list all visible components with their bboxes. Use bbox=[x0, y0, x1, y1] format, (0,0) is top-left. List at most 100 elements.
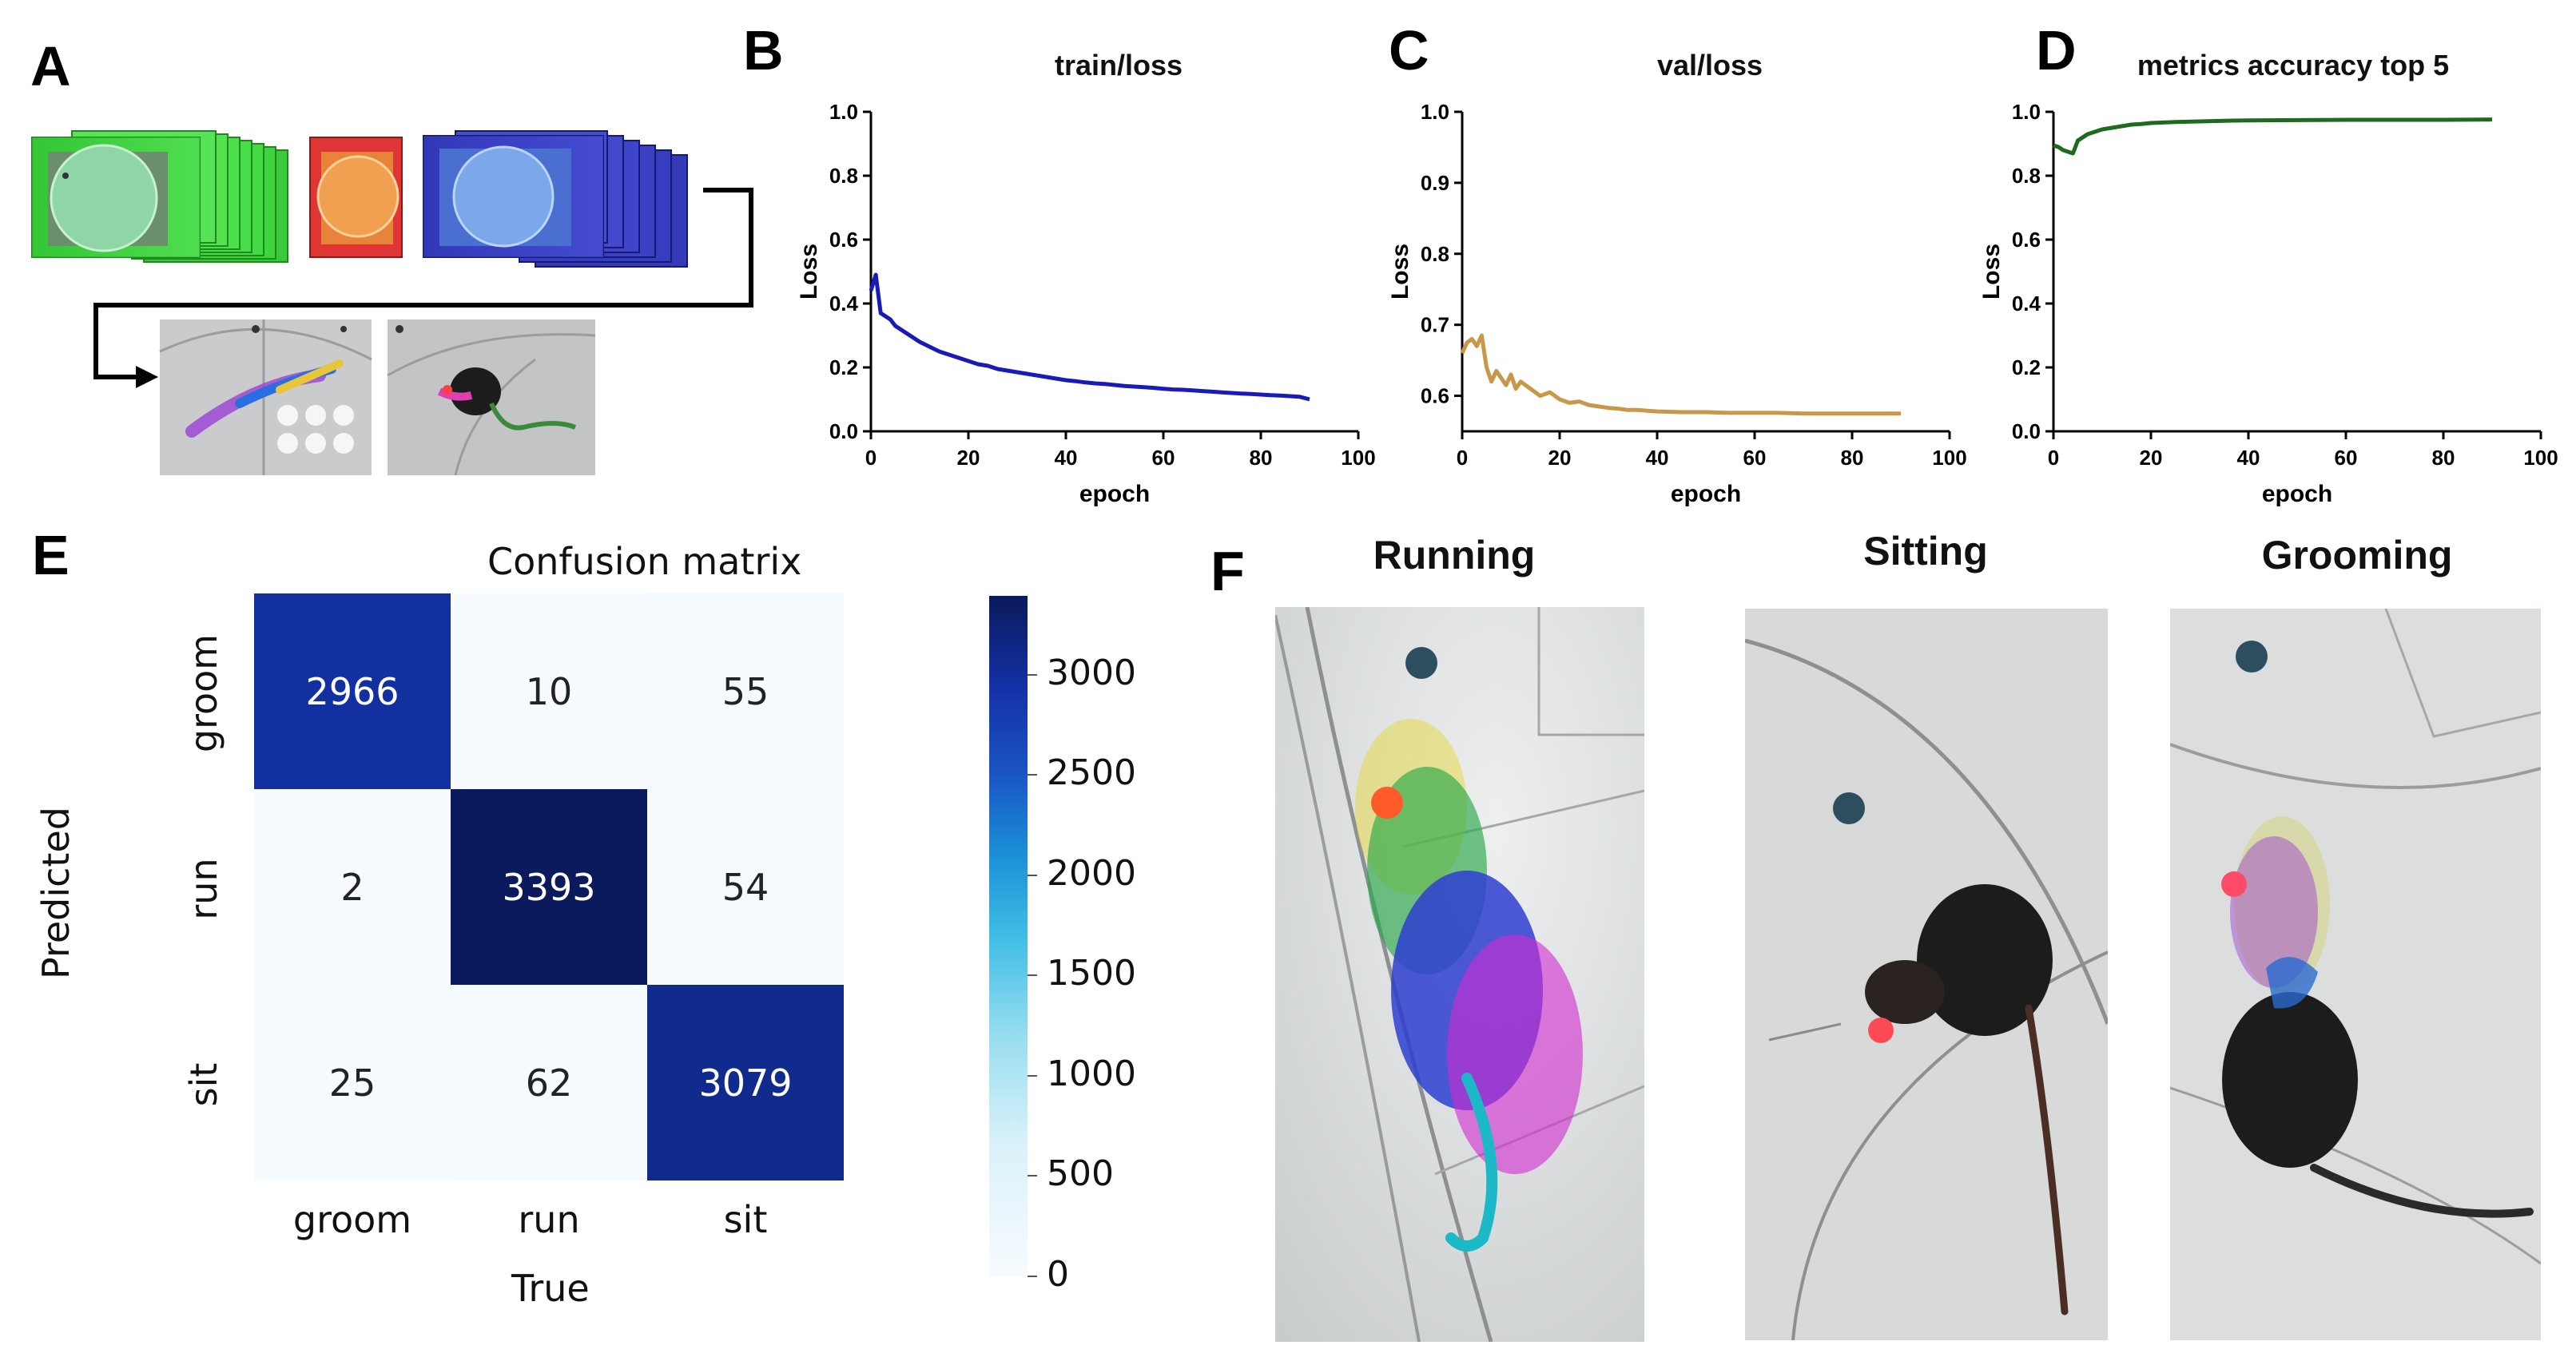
confusion-matrix-cell: 25 bbox=[254, 985, 451, 1181]
chart-c-xtick-label: 60 bbox=[1743, 446, 1767, 470]
chart-d-series-line bbox=[2053, 117, 2493, 156]
chart-b-xtick-label: 0 bbox=[865, 446, 877, 470]
chart-d-title: metrics accuracy top 5 bbox=[2137, 49, 2450, 81]
chart-d-ylabel: Loss bbox=[1978, 244, 2005, 300]
confusion-matrix-yticks: groom run sit bbox=[160, 593, 248, 1181]
chart-d: 0 20 40 60 80 100 0.0 0.2 0.4 0.6 0.8 1.0 epoch Loss bbox=[1978, 100, 2558, 507]
colorbar-ticks: 0 500 1000 1500 2000 2500 3000 bbox=[1028, 596, 1147, 1292]
chart-b-ytick-label: 0.2 bbox=[829, 355, 858, 379]
panel-a-diagram bbox=[31, 130, 753, 476]
chart-d-ytick-label: 0.0 bbox=[2012, 419, 2041, 443]
chart-d-xtick-label: 80 bbox=[2432, 446, 2455, 470]
colorbar-tick-label: 500 bbox=[1047, 1153, 1114, 1195]
confusion-matrix-ytick: groom bbox=[182, 633, 225, 752]
chart-b-series-line bbox=[869, 272, 1310, 402]
colorbar bbox=[989, 596, 1028, 1276]
colorbar-tick-label: 1000 bbox=[1047, 1053, 1136, 1094]
chart-b-ylabel: Loss bbox=[796, 244, 822, 300]
panel-label-a: A bbox=[30, 35, 71, 97]
chart-c-title: val/loss bbox=[1656, 49, 1763, 81]
confusion-matrix-xtick: sit bbox=[723, 1198, 768, 1241]
chart-b-ytick-label: 0.0 bbox=[829, 419, 858, 443]
chart-d-xtick-label: 100 bbox=[2523, 446, 2558, 470]
confusion-matrix-ytick: sit bbox=[182, 1062, 225, 1106]
composite-frame-1 bbox=[159, 319, 372, 475]
confusion-matrix-cell: 3079 bbox=[647, 985, 844, 1181]
confusion-matrix-ytick: run bbox=[182, 857, 225, 920]
confusion-matrix-grid: 2966 10 55 2 3393 54 25 62 3079 bbox=[254, 593, 844, 1181]
chart-c-xtick-label: 80 bbox=[1841, 446, 1864, 470]
behavior-title-running: Running bbox=[1373, 533, 1536, 577]
chart-b: 0 20 40 60 80 100 0.0 0.2 0.4 0.6 0.8 1.0 epoch Loss bbox=[796, 100, 1376, 507]
panel-label-e: E bbox=[32, 524, 70, 586]
chart-c-xtick-label: 100 bbox=[1932, 446, 1966, 470]
panel-label-d: D bbox=[2036, 19, 2077, 81]
confusion-matrix-ylabel: Predicted bbox=[34, 807, 78, 979]
behavior-title-sitting: Sitting bbox=[1863, 529, 1988, 573]
chart-c-ytick-label: 0.7 bbox=[1421, 313, 1449, 337]
chart-d-xlabel: epoch bbox=[2262, 481, 2332, 507]
colorbar-tick-label: 1500 bbox=[1047, 953, 1136, 994]
confusion-matrix-title: Confusion matrix bbox=[487, 540, 802, 583]
confusion-matrix-cell: 2 bbox=[254, 789, 451, 985]
confusion-matrix-xtick: run bbox=[518, 1198, 580, 1241]
sitting-image bbox=[1745, 609, 2108, 1340]
colorbar-tick-mark bbox=[1028, 774, 1037, 776]
chart-b-ytick-label: 0.8 bbox=[829, 164, 858, 188]
panel-label-b: B bbox=[743, 19, 784, 81]
chart-c-xtick-label: 40 bbox=[1646, 446, 1669, 470]
colorbar-tick-label: 2000 bbox=[1047, 852, 1136, 894]
behavior-title-grooming: Grooming bbox=[2261, 533, 2453, 577]
chart-b-xtick-label: 20 bbox=[957, 446, 980, 470]
confusion-matrix-cell: 2966 bbox=[254, 593, 451, 789]
chart-d-ytick-label: 0.2 bbox=[2012, 355, 2041, 379]
chart-b-xtick-label: 100 bbox=[1341, 446, 1375, 470]
chart-d-ytick-label: 0.6 bbox=[2012, 228, 2041, 252]
running-image bbox=[1275, 607, 1644, 1342]
confusion-matrix-cell: 3393 bbox=[451, 789, 647, 985]
chart-b-ytick-label: 0.6 bbox=[829, 228, 858, 252]
chart-b-ytick-label: 0.4 bbox=[829, 292, 859, 315]
colorbar-tick-label: 0 bbox=[1047, 1254, 1069, 1295]
colorbar-tick-mark bbox=[1028, 974, 1037, 977]
colorbar-tick-mark bbox=[1028, 1175, 1037, 1177]
chart-d-ytick-label: 1.0 bbox=[2012, 100, 2041, 124]
grooming-image bbox=[2170, 609, 2541, 1340]
blue-frame-stack bbox=[423, 130, 688, 268]
chart-d-xtick-label: 0 bbox=[2048, 446, 2059, 470]
chart-d-ytick-label: 0.4 bbox=[2012, 292, 2041, 315]
chart-c-ytick-label: 1.0 bbox=[1421, 100, 1449, 124]
chart-c: 0 20 40 60 80 100 0.6 0.7 0.8 0.9 1.0 epoch Loss bbox=[1387, 100, 1967, 507]
chart-c-ytick-label: 0.9 bbox=[1421, 171, 1449, 195]
colorbar-tick-mark bbox=[1028, 1276, 1037, 1277]
chart-c-xlabel: epoch bbox=[1671, 481, 1741, 507]
composite-frame-2 bbox=[387, 319, 596, 476]
chart-b-xtick-label: 60 bbox=[1152, 446, 1175, 470]
chart-c-ylabel: Loss bbox=[1387, 244, 1413, 300]
chart-c-xtick-label: 0 bbox=[1457, 446, 1468, 470]
chart-b-xtick-label: 40 bbox=[1055, 446, 1078, 470]
chart-b-xtick-label: 80 bbox=[1250, 446, 1273, 470]
confusion-matrix-xticks: groom run sit bbox=[254, 1198, 844, 1246]
colorbar-tick-label: 2500 bbox=[1047, 752, 1136, 794]
chart-b-xlabel: epoch bbox=[1079, 481, 1150, 507]
red-frame bbox=[309, 137, 403, 258]
chart-b-title: train/loss bbox=[1054, 49, 1183, 81]
colorbar-tick-mark bbox=[1028, 673, 1037, 676]
chart-c-xtick-label: 20 bbox=[1548, 446, 1572, 470]
colorbar-tick-mark bbox=[1028, 874, 1037, 876]
green-frame-stack bbox=[31, 130, 288, 263]
confusion-matrix-xlabel: True bbox=[511, 1267, 590, 1310]
connector-arrow bbox=[93, 188, 753, 379]
chart-d-xtick-label: 20 bbox=[2140, 446, 2163, 470]
chart-c-series-line bbox=[1460, 333, 1901, 416]
colorbar-tick-label: 3000 bbox=[1047, 652, 1136, 693]
panel-label-f: F bbox=[1210, 540, 1245, 602]
confusion-matrix-cell: 55 bbox=[647, 593, 844, 789]
chart-b-ytick-label: 1.0 bbox=[829, 100, 858, 124]
confusion-matrix-cell: 10 bbox=[451, 593, 647, 789]
chart-d-ytick-label: 0.8 bbox=[2012, 164, 2041, 188]
confusion-matrix-cell: 62 bbox=[451, 985, 647, 1181]
chart-d-xtick-label: 40 bbox=[2237, 446, 2260, 470]
chart-c-ytick-label: 0.8 bbox=[1421, 242, 1449, 266]
